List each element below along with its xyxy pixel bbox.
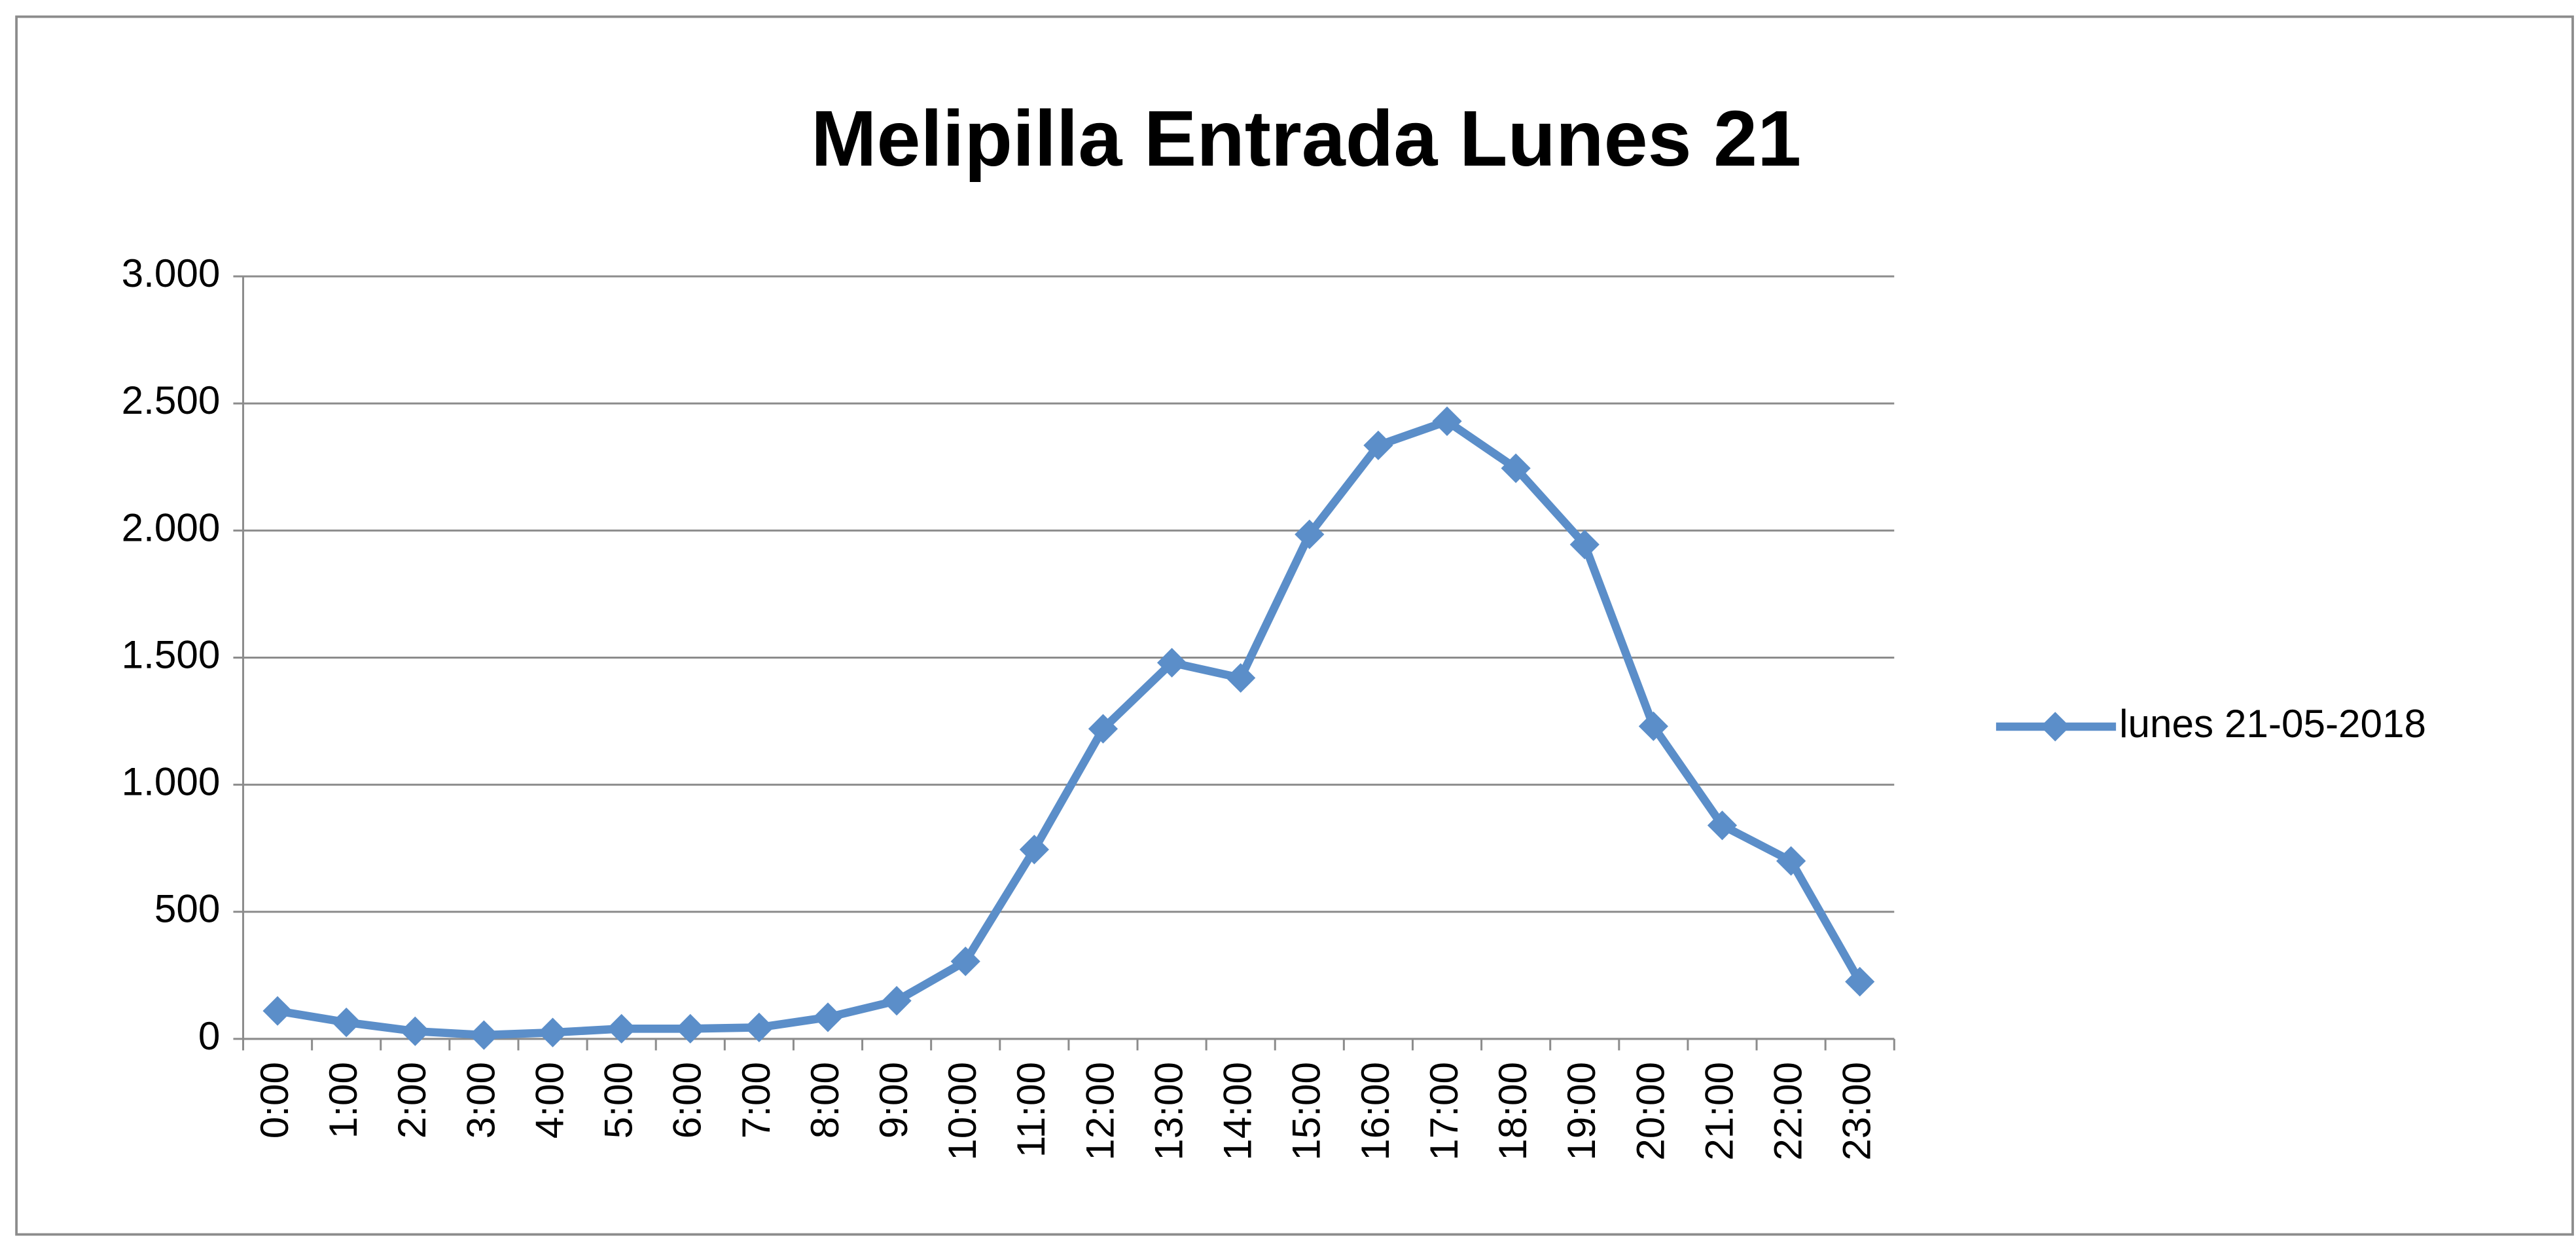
y-tick-label: 500 [154, 886, 220, 931]
x-tick-label: 12:00 [1077, 1062, 1122, 1161]
x-tick-label: 17:00 [1422, 1062, 1466, 1161]
x-tick-label: 1:00 [321, 1062, 365, 1138]
y-tick-label: 2.000 [122, 505, 221, 549]
x-tick-label: 11:00 [1009, 1062, 1053, 1157]
x-tick-label: 23:00 [1834, 1062, 1879, 1161]
x-tick-label: 18:00 [1490, 1062, 1535, 1161]
point-marker [675, 1013, 706, 1044]
point-marker [262, 996, 293, 1026]
point-marker [1156, 647, 1187, 678]
x-tick-label: 3:00 [458, 1062, 503, 1138]
point-marker [1088, 714, 1118, 744]
y-tick-label: 2.500 [122, 378, 221, 422]
x-tick-label: 10:00 [940, 1062, 984, 1161]
x-tick-label: 2:00 [389, 1062, 434, 1138]
point-marker [331, 1008, 361, 1038]
y-tick-label: 0 [198, 1013, 221, 1058]
y-tick-label: 1.500 [122, 632, 221, 676]
x-tick-label: 22:00 [1765, 1062, 1810, 1161]
x-tick-label: 21:00 [1696, 1062, 1741, 1161]
y-tick-label: 1.000 [122, 759, 221, 804]
x-tick-label: 6:00 [665, 1062, 709, 1138]
x-tick-label: 15:00 [1284, 1062, 1329, 1161]
point-marker [1295, 519, 1325, 549]
chart-title: Melipilla Entrada Lunes 21 [811, 94, 1801, 183]
point-marker [400, 1016, 430, 1046]
x-tick-label: 8:00 [802, 1062, 847, 1138]
point-marker [1638, 711, 1668, 741]
x-tick-label: 16:00 [1353, 1062, 1397, 1161]
point-marker [1776, 846, 1806, 876]
x-tick-label: 13:00 [1146, 1062, 1190, 1161]
point-marker [1845, 966, 1875, 997]
legend-marker [2040, 712, 2070, 742]
point-marker [607, 1013, 637, 1044]
legend-label: lunes 21-05-2018 [2119, 701, 2426, 746]
point-marker [950, 946, 980, 977]
y-tick-label: 3.000 [122, 251, 221, 295]
x-tick-label: 19:00 [1559, 1062, 1603, 1161]
x-tick-label: 7:00 [734, 1062, 778, 1138]
point-marker [1019, 835, 1049, 865]
point-marker [1363, 430, 1393, 460]
x-tick-label: 20:00 [1628, 1062, 1672, 1161]
x-tick-label: 14:00 [1215, 1062, 1260, 1161]
x-tick-label: 4:00 [527, 1062, 571, 1138]
point-marker [1569, 530, 1600, 560]
x-tick-label: 5:00 [596, 1062, 641, 1138]
point-marker [882, 986, 912, 1016]
chart-frame [15, 15, 2574, 1236]
x-tick-label: 0:00 [252, 1062, 296, 1138]
point-marker [469, 1020, 499, 1050]
x-tick-label: 9:00 [871, 1062, 916, 1138]
point-marker [813, 1002, 843, 1032]
